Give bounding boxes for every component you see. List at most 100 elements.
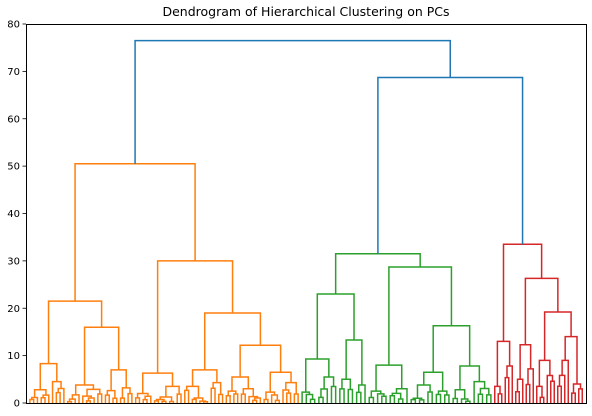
cluster1-link — [252, 399, 258, 403]
cluster2-link — [452, 397, 459, 403]
cluster3-link — [578, 388, 583, 403]
cluster2-link — [355, 391, 362, 403]
cluster2-link — [376, 393, 385, 403]
cluster1-link — [83, 326, 120, 385]
chart-title: Dendrogram of Hierarchical Clustering on… — [162, 4, 450, 19]
cluster3-link — [571, 392, 576, 403]
cluster1-link — [270, 394, 279, 403]
top-link-b — [377, 76, 524, 254]
cluster2-link — [388, 266, 453, 366]
cluster2-link — [389, 395, 396, 403]
y-tick-label: 60 — [7, 114, 20, 125]
cluster2-link — [485, 394, 492, 403]
cluster2-link — [459, 365, 481, 390]
cluster1-link — [240, 393, 246, 403]
cluster2-link — [375, 364, 403, 392]
cluster2-link — [444, 394, 450, 403]
cluster1-link — [218, 393, 224, 403]
plot-frame — [26, 24, 587, 404]
cluster1-link — [112, 397, 118, 403]
cluster1-link — [285, 381, 297, 394]
cluster2-link — [305, 358, 330, 393]
cluster1-link — [66, 400, 73, 403]
cluster2-link — [345, 339, 363, 385]
cluster1-link — [274, 399, 280, 403]
cluster1-link — [202, 401, 209, 403]
dendrogram-links — [29, 39, 583, 403]
cluster1-link — [55, 391, 61, 403]
cluster2-link — [435, 393, 442, 403]
cluster2-link — [309, 398, 316, 403]
cluster3-link — [525, 383, 531, 403]
cluster3-link — [536, 385, 543, 403]
cluster3-link — [497, 393, 503, 403]
cluster2-link — [477, 393, 484, 403]
cluster2-link — [339, 388, 345, 403]
cluster1-link — [42, 394, 50, 403]
top-link-root — [134, 39, 451, 164]
cluster3-link — [558, 374, 566, 403]
cluster3-link — [550, 380, 555, 403]
cluster2-link — [427, 391, 433, 403]
cluster2-link — [464, 400, 471, 403]
y-tick-label: 80 — [7, 20, 20, 31]
cluster1-link — [286, 392, 292, 403]
cluster1-link — [265, 391, 276, 400]
cluster1-link — [40, 397, 46, 403]
cluster1-link — [29, 398, 35, 403]
cluster1-link — [74, 163, 196, 302]
y-tick-label: 50 — [7, 162, 20, 173]
cluster3-link — [506, 365, 513, 403]
cluster3-link — [538, 359, 551, 387]
cluster1-link — [97, 393, 103, 403]
cluster1-link — [39, 362, 58, 390]
y-tick-label: 10 — [7, 351, 20, 362]
cluster2-link — [330, 385, 337, 403]
cluster1-link — [233, 393, 239, 403]
cluster2-link — [410, 398, 417, 403]
cluster1-link — [293, 393, 299, 403]
cluster2-link — [454, 388, 466, 400]
cluster1-link — [282, 389, 290, 403]
cluster2-link — [381, 395, 387, 403]
cluster2-link — [318, 396, 324, 403]
cluster1-link — [203, 312, 262, 370]
cluster3-link — [527, 368, 534, 403]
y-tick-label: 70 — [7, 67, 20, 78]
cluster2-link — [397, 398, 404, 403]
cluster2-link — [334, 253, 421, 295]
cluster2-link — [357, 384, 366, 403]
cluster1-link — [184, 389, 190, 403]
cluster1-link — [47, 300, 103, 364]
y-tick-label: 40 — [7, 209, 20, 220]
cluster2-link — [320, 388, 329, 403]
cluster3-link — [504, 376, 510, 403]
cluster1-link — [85, 400, 92, 403]
cluster3-link — [494, 385, 501, 403]
cluster1-link — [153, 400, 160, 403]
cluster3-link — [515, 391, 520, 403]
cluster2-link — [432, 325, 471, 373]
cluster3-link — [557, 385, 562, 403]
cluster1-link — [134, 397, 141, 403]
y-tick-label: 30 — [7, 256, 20, 267]
cluster3-link — [539, 396, 545, 403]
cluster2-link — [423, 371, 444, 392]
cluster2-link — [316, 293, 355, 359]
cluster3-link — [496, 340, 511, 387]
cluster1-link — [176, 393, 182, 403]
cluster1-link — [104, 394, 110, 403]
cluster3-link — [519, 343, 532, 380]
cluster1-link — [156, 260, 234, 374]
y-tick-label: 0 — [14, 399, 20, 410]
cluster1-link — [142, 372, 174, 394]
cluster1-link — [161, 400, 167, 403]
cluster1-link — [210, 387, 216, 403]
cluster1-link — [168, 400, 175, 403]
cluster1-link — [33, 388, 47, 398]
cluster1-link — [225, 395, 231, 403]
cluster1-link — [263, 398, 269, 403]
cluster3-link — [546, 374, 554, 403]
cluster1-link — [119, 397, 126, 403]
